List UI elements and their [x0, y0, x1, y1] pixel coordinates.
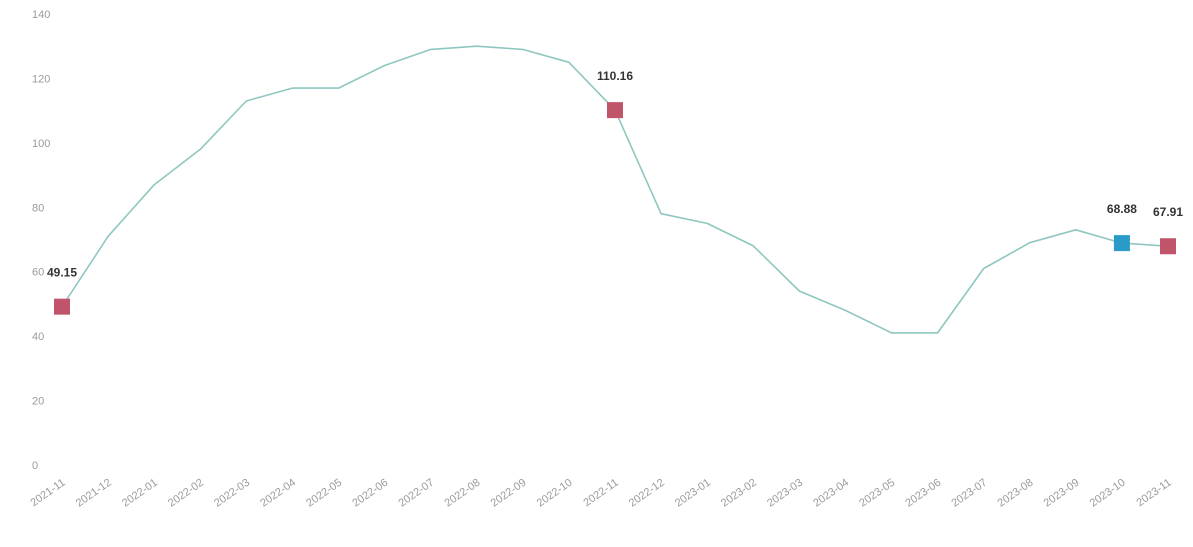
x-tick-label: 2023-09 [1042, 477, 1082, 510]
data-point-marker [1160, 238, 1176, 255]
x-tick-label: 2023-11 [1134, 477, 1173, 510]
x-tick-label: 2022-02 [166, 477, 206, 510]
x-tick-label: 2022-04 [258, 477, 298, 510]
x-tick-label: 2022-09 [489, 477, 529, 510]
data-point-marker [54, 298, 70, 315]
markers-layer: 49.15 110.16 68.88 67.91 [47, 69, 1183, 315]
series-layer [61, 45, 1169, 334]
data-point-marker [1113, 235, 1130, 252]
y-tick-label: 140 [32, 9, 50, 21]
x-axis: 2021-11 2021-12 2022-01 2022-02 2022-03 2022-… [28, 477, 1173, 510]
x-tick-label: 2022-06 [350, 477, 390, 510]
x-tick-label: 2022-10 [535, 477, 575, 510]
x-tick-label: 2023-07 [949, 477, 989, 510]
x-tick-label: 2023-03 [765, 477, 805, 510]
x-tick-label: 2022-07 [396, 477, 436, 510]
x-tick-label: 2023-04 [811, 477, 851, 510]
x-tick-label: 2023-01 [673, 477, 713, 510]
data-label: 67.91 [1153, 205, 1183, 219]
x-tick-label: 2022-01 [120, 477, 160, 510]
y-tick-label: 60 [32, 267, 44, 279]
x-tick-label: 2023-02 [719, 477, 759, 510]
x-tick-label: 2021-12 [74, 477, 114, 510]
y-tick-label: 20 [32, 396, 44, 408]
y-tick-label: 80 [32, 202, 44, 214]
x-tick-label: 2021-11 [28, 477, 67, 510]
data-point-marker [607, 102, 623, 119]
data-label: 68.88 [1107, 202, 1137, 216]
x-tick-label: 2022-05 [304, 477, 344, 510]
data-label: 49.15 [47, 266, 77, 280]
x-tick-label: 2023-05 [857, 477, 897, 510]
x-tick-label: 2022-11 [581, 477, 620, 510]
x-tick-label: 2022-03 [212, 477, 252, 510]
y-axis: 0 20 40 60 80 100 120 140 [32, 9, 50, 472]
x-tick-label: 2023-10 [1088, 477, 1128, 510]
y-tick-label: 0 [32, 460, 38, 472]
y-tick-label: 100 [32, 138, 50, 150]
x-tick-label: 2022-12 [627, 477, 667, 510]
x-tick-label: 2022-08 [443, 477, 483, 510]
data-label: 110.16 [597, 69, 633, 83]
series-line [61, 45, 1169, 334]
x-tick-label: 2023-08 [996, 477, 1036, 510]
y-tick-label: 40 [32, 331, 44, 343]
x-tick-label: 2023-06 [903, 477, 943, 510]
y-tick-label: 120 [32, 73, 50, 85]
